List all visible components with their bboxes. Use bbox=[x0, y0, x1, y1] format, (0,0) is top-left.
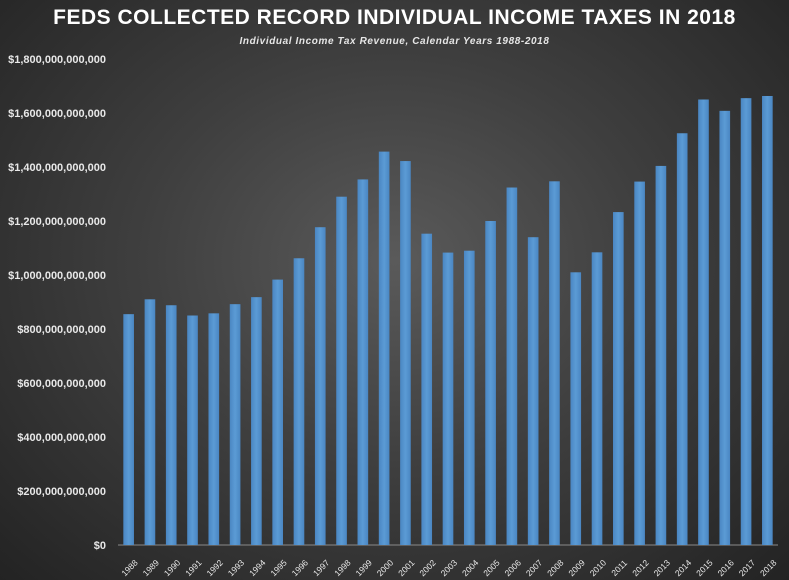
x-tick-label: 2007 bbox=[524, 557, 545, 578]
bar-2010 bbox=[591, 252, 603, 545]
bar-2003 bbox=[442, 252, 454, 545]
x-tick-label: 1990 bbox=[162, 557, 183, 578]
bar-2000 bbox=[378, 151, 390, 546]
bar-2015 bbox=[698, 99, 709, 545]
bar-1997 bbox=[314, 227, 326, 545]
y-tick-label: $1,600,000,000,000 bbox=[8, 108, 106, 120]
bar-1999 bbox=[357, 179, 369, 546]
y-tick-label: $1,800,000,000,000 bbox=[8, 54, 106, 66]
chart-subtitle: Individual Income Tax Revenue, Calendar … bbox=[239, 36, 550, 47]
x-tick-label: 1993 bbox=[226, 557, 247, 578]
y-tick-label: $1,400,000,000,000 bbox=[8, 162, 106, 174]
y-tick-label: $0 bbox=[94, 540, 106, 552]
x-tick-label: 2002 bbox=[417, 557, 438, 578]
bar-2011 bbox=[613, 212, 624, 545]
y-axis: $0 $200,000,000,000 $400,000,000,000 $600,0… bbox=[8, 54, 778, 552]
bar-2008 bbox=[549, 181, 560, 545]
x-tick-label: 2005 bbox=[481, 557, 502, 578]
bar-1992 bbox=[208, 313, 220, 545]
bar-1991 bbox=[187, 315, 198, 545]
bar-2017 bbox=[740, 98, 752, 546]
x-tick-label: 2001 bbox=[396, 557, 417, 578]
bar-1994 bbox=[251, 297, 262, 545]
x-tick-label: 2018 bbox=[758, 557, 779, 578]
bar-2002 bbox=[421, 233, 433, 545]
y-tick-label: $200,000,000,000 bbox=[17, 486, 106, 498]
x-tick-label: 2010 bbox=[588, 557, 609, 578]
x-tick-label: 2012 bbox=[630, 557, 651, 578]
x-tick-label: 2016 bbox=[715, 557, 736, 578]
bar-2007 bbox=[527, 237, 539, 545]
x-tick-label: 2015 bbox=[694, 557, 715, 578]
x-tick-label: 2017 bbox=[737, 557, 758, 578]
bar-2013 bbox=[655, 165, 667, 546]
x-tick-label: 1988 bbox=[119, 557, 140, 578]
bar-2006 bbox=[506, 187, 518, 545]
y-tick-label: $800,000,000,000 bbox=[17, 324, 106, 336]
x-tick-label: 2011 bbox=[609, 558, 629, 578]
x-tick-label: 1997 bbox=[311, 557, 332, 578]
bar-2005 bbox=[485, 221, 496, 545]
y-tick-label: $1,200,000,000,000 bbox=[8, 216, 106, 228]
x-tick-label: 1994 bbox=[247, 557, 268, 578]
x-tick-label: 1992 bbox=[204, 557, 225, 578]
bars bbox=[123, 95, 773, 546]
bar-1990 bbox=[165, 305, 177, 545]
x-tick-label: 2008 bbox=[545, 557, 566, 578]
x-tick-label: 2013 bbox=[652, 557, 673, 578]
x-tick-label: 2014 bbox=[673, 557, 694, 578]
bar-2001 bbox=[400, 161, 411, 545]
y-tick-label: $400,000,000,000 bbox=[17, 432, 106, 444]
x-tick-label: 2004 bbox=[460, 557, 481, 578]
chart-title: FEDS COLLECTED RECORD INDIVIDUAL INCOME … bbox=[53, 6, 736, 29]
x-tick-label: 2006 bbox=[503, 557, 524, 578]
x-tick-label: 1998 bbox=[332, 557, 353, 578]
bar-1989 bbox=[144, 299, 156, 545]
x-tick-label: 2003 bbox=[439, 557, 460, 578]
x-tick-label: 1996 bbox=[290, 557, 311, 578]
x-axis: 1988 1989 1990 1991 1992 1993 1994 1995 1996 1997… bbox=[119, 557, 778, 578]
y-tick-label: $600,000,000,000 bbox=[17, 378, 106, 390]
bar-2012 bbox=[634, 181, 645, 545]
bar-1988 bbox=[123, 314, 134, 545]
bar-1998 bbox=[336, 196, 347, 545]
bar-2014 bbox=[676, 133, 688, 545]
bar-1996 bbox=[293, 258, 305, 545]
x-tick-label: 1995 bbox=[268, 557, 289, 578]
bar-1995 bbox=[272, 279, 283, 545]
x-tick-label: 1989 bbox=[141, 557, 162, 578]
bar-2016 bbox=[719, 110, 731, 545]
x-tick-label: 1999 bbox=[353, 557, 374, 578]
bar-2009 bbox=[570, 272, 582, 545]
x-tick-label: 2000 bbox=[375, 557, 396, 578]
x-tick-label: 2009 bbox=[566, 557, 587, 578]
bar-1993 bbox=[229, 304, 241, 545]
bar-2004 bbox=[463, 250, 475, 545]
x-tick-label: 1991 bbox=[183, 557, 204, 578]
bar-2018 bbox=[762, 95, 773, 546]
y-tick-label: $1,000,000,000,000 bbox=[8, 270, 106, 282]
